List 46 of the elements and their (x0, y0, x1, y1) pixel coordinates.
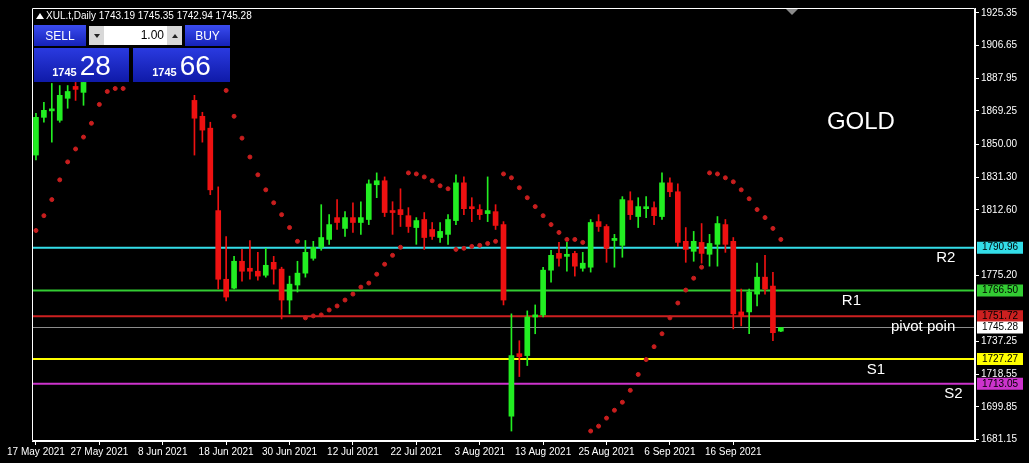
annotation: 1745 (52, 66, 77, 78)
annotation: 28 (79, 50, 111, 82)
y-tick-label: 1699.85 (981, 400, 1018, 412)
x-tick-label: 25 Aug 2021 (578, 445, 636, 457)
ref-line-label: S1 (866, 359, 886, 377)
x-tick-label: 12 Jul 2021 (327, 445, 380, 457)
y-tick-label: 1718.55 (981, 367, 1018, 379)
x-tick-label: 30 Jun 2021 (262, 445, 318, 457)
chart-title: XUL.t,Daily 1743.19 1745.35 1742.94 1745.28 (46, 9, 253, 21)
y-tick-label: 1775.20 (981, 268, 1018, 280)
y-tick-label: 1831.30 (981, 171, 1018, 182)
y-tick-label: 1925.35 (981, 6, 1018, 18)
text: 1766.50 (981, 284, 1019, 296)
y-tick-label: 1887.95 (981, 72, 1018, 84)
text: 1713.05 (981, 377, 1019, 389)
sell-price-box: 1745 28 (34, 48, 129, 82)
x-tick-label: 16 Sep 2021 (704, 445, 763, 457)
y-tick-label: 1850.00 (981, 138, 1018, 150)
x-tick-label: 3 Aug 2021 (454, 445, 506, 457)
x-tick-label: 17 May 2021 (7, 445, 66, 457)
sell-button: SELL (34, 25, 86, 46)
ref-line-label: pivot poin (891, 316, 956, 334)
y-tick-label: 1681.15 (981, 433, 1018, 445)
x-tick-label: 6 Sep 2021 (644, 445, 696, 457)
x-tick-label: 13 Aug 2021 (515, 445, 572, 457)
buy-price-box: 1745 66 (133, 48, 230, 82)
text: 1790.96 (981, 241, 1019, 253)
text: 1745.28 (981, 321, 1019, 333)
y-tick-label: 1906.65 (981, 39, 1018, 51)
text: 1727.27 (981, 352, 1019, 364)
annotation: 1745 (152, 66, 177, 78)
y-tick-label: 1812.60 (981, 203, 1018, 215)
buy-button: BUY (185, 25, 230, 46)
ref-line-label: R1 (841, 291, 862, 309)
ref-line-label: S2 (944, 384, 963, 402)
x-tick-label: 27 May 2021 (70, 445, 129, 457)
annotation: GOLD (826, 106, 895, 134)
ref-line-label: R2 (936, 248, 956, 266)
annotation: 66 (179, 50, 211, 82)
x-tick-label: 18 Jun 2021 (198, 445, 255, 457)
lot-field: 1.00 (104, 26, 167, 45)
y-tick-label: 1737.25 (981, 335, 1018, 347)
x-tick-label: 8 Jun 2021 (138, 445, 188, 457)
text: 1751.72 (981, 310, 1019, 321)
y-tick-label: 1869.25 (981, 104, 1018, 116)
x-tick-label: 22 Jul 2021 (390, 445, 443, 457)
